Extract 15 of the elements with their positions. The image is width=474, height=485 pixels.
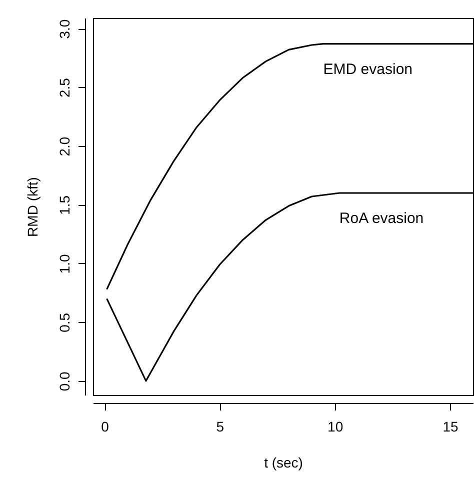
y-axis-title: RMD (kft) — [24, 177, 40, 237]
series-label: RoA evasion — [339, 210, 424, 227]
y-tick-label: 2.0 — [56, 136, 72, 156]
y-tick-label: 1.0 — [56, 254, 72, 274]
series-label: EMD evasion — [323, 60, 413, 78]
y-tick-label: 0.0 — [56, 371, 72, 392]
y-tick-label: 2.5 — [56, 78, 72, 98]
y-tick-label: 1.5 — [56, 195, 72, 215]
x-tick-label: 5 — [216, 418, 224, 434]
y-tick-label: 0.5 — [56, 312, 72, 332]
x-tick-label: 0 — [101, 418, 110, 434]
x-axis-title: t (sec) — [264, 454, 303, 470]
y-tick-label: 3.0 — [56, 19, 72, 39]
x-tick-label: 10 — [328, 418, 344, 434]
x-tick-label: 15 — [442, 418, 458, 434]
